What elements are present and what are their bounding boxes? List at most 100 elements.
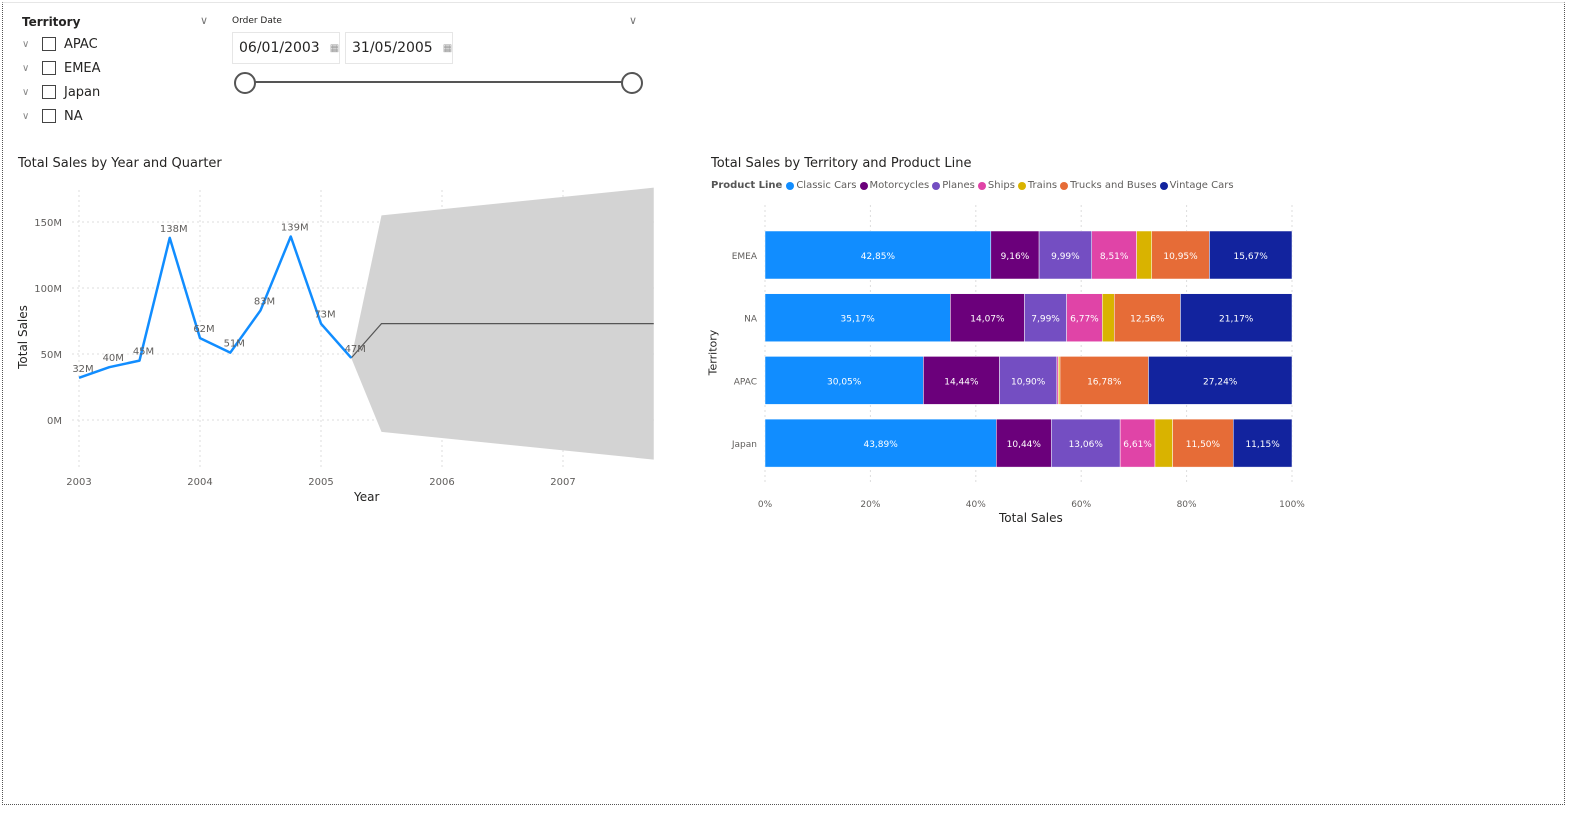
data-label: 73M — [314, 310, 335, 321]
expand-icon[interactable]: ∨ — [22, 110, 30, 122]
y-tick-label: 0M — [47, 416, 62, 427]
line-x-axis-title: Year — [354, 490, 380, 504]
bar-segment — [1091, 230, 1137, 280]
bar-chart-title: Total Sales by Territory and Product Lin… — [711, 156, 972, 171]
legend-item[interactable]: Trains — [1017, 180, 1057, 191]
x-tick-label: 0% — [758, 500, 773, 510]
data-label: 138M — [160, 224, 188, 235]
legend-item[interactable]: Ships — [977, 180, 1015, 191]
item-label: Japan — [64, 84, 101, 100]
checkbox[interactable] — [42, 109, 56, 123]
x-tick-label: 2006 — [429, 477, 454, 488]
bar-segment — [1151, 230, 1210, 280]
bar-segment — [923, 356, 1000, 405]
data-label: 47M — [345, 344, 366, 355]
legend-label: Planes — [942, 180, 975, 191]
calendar-icon[interactable]: ▦ — [329, 42, 340, 54]
bar-segment — [1154, 418, 1173, 468]
data-label: 35,17% — [841, 315, 876, 325]
expand-icon[interactable]: ∨ — [22, 62, 30, 74]
bar-segment — [996, 418, 1052, 468]
territory-item-apac[interactable]: ∨ APAC — [22, 34, 98, 54]
x-tick-label: 2005 — [308, 477, 333, 488]
sales-line — [78, 235, 353, 379]
x-tick-label: 100% — [1279, 500, 1305, 510]
legend-item[interactable]: Motorcycles — [859, 180, 929, 191]
legend-item[interactable]: Vintage Cars — [1159, 180, 1234, 191]
data-label: 51M — [224, 339, 245, 350]
line-chart: 0M 50M 100M 150M 2003 2004 2005 2006 2007 32M 40M 4… — [34, 187, 655, 488]
legend-marker-icon — [1060, 181, 1069, 190]
data-label: 16,78% — [1087, 377, 1122, 387]
bar-segment — [1059, 356, 1149, 405]
territory-item-na[interactable]: ∨ NA — [22, 106, 83, 126]
item-label: NA — [64, 108, 83, 124]
data-label: 139M — [281, 223, 309, 234]
bar-segment — [1038, 230, 1092, 280]
data-label: 10,90% — [1011, 377, 1046, 387]
data-label: 10,95% — [1163, 252, 1198, 262]
data-label: 13,06% — [1069, 440, 1104, 450]
range-start-handle[interactable] — [234, 72, 256, 94]
data-label: 9,16% — [1001, 252, 1030, 262]
date-range-track[interactable] — [244, 81, 632, 83]
chevron-down-icon[interactable]: ∨ — [200, 14, 209, 27]
calendar-icon[interactable]: ▦ — [442, 42, 453, 54]
checkbox[interactable] — [42, 61, 56, 75]
data-label: 12,56% — [1130, 315, 1165, 325]
checkbox[interactable] — [42, 85, 56, 99]
line-y-axis-title: Total Sales — [16, 305, 30, 369]
legend-marker-icon — [1017, 181, 1026, 190]
territory-item-japan[interactable]: ∨ Japan — [22, 82, 100, 102]
y-tick-label: 150M — [34, 218, 62, 229]
end-date-input[interactable]: 31/05/2005 ▦ — [345, 32, 453, 64]
data-label: 14,07% — [970, 315, 1005, 325]
territory-item-emea[interactable]: ∨ EMEA — [22, 58, 101, 78]
legend-marker-icon — [786, 181, 795, 190]
range-end-handle[interactable] — [621, 72, 643, 94]
legend-item[interactable]: Trucks and Buses — [1060, 180, 1157, 191]
y-tick-label: 100M — [34, 284, 62, 295]
checkbox[interactable] — [42, 37, 56, 51]
data-label: 14,44% — [944, 377, 979, 387]
x-tick-label: 2004 — [187, 477, 212, 488]
data-label: 83M — [254, 296, 275, 307]
legend-label: Trucks and Buses — [1070, 180, 1157, 191]
data-label: 27,24% — [1203, 377, 1238, 387]
expand-icon[interactable]: ∨ — [22, 86, 30, 98]
data-label: 10,44% — [1007, 440, 1042, 450]
legend-label: Vintage Cars — [1169, 180, 1234, 191]
bar-segment — [1209, 230, 1293, 280]
bar-segment — [764, 418, 997, 468]
bar-segment — [1148, 356, 1293, 405]
x-tick-label: 40% — [966, 500, 986, 510]
bar-y-axis-title: Territory — [706, 329, 720, 376]
data-label: 32M — [72, 364, 93, 375]
legend-marker-icon — [977, 181, 986, 190]
bar-segment — [1136, 230, 1152, 280]
x-tick-label: 80% — [1177, 500, 1197, 510]
legend-item[interactable]: Planes — [932, 180, 975, 191]
data-label: 8,51% — [1100, 252, 1129, 262]
order-date-title: Order Date — [232, 16, 282, 26]
data-label: 43,89% — [863, 440, 898, 450]
bar-segment — [1024, 293, 1067, 342]
chevron-down-icon[interactable]: ∨ — [629, 14, 638, 27]
bar-segment — [1102, 293, 1115, 342]
item-label: APAC — [64, 36, 98, 52]
data-label: 9,99% — [1051, 252, 1080, 262]
data-label: 11,15% — [1245, 440, 1280, 450]
report-canvas — [2, 2, 1565, 805]
data-label: 42,85% — [861, 252, 896, 262]
start-date-input[interactable]: 06/01/2003 ▦ — [232, 32, 340, 64]
legend-title: Product Line — [711, 180, 783, 191]
x-tick-label: 20% — [860, 500, 880, 510]
expand-icon[interactable]: ∨ — [22, 38, 30, 50]
data-label: 40M — [103, 353, 124, 364]
item-label: EMEA — [64, 60, 101, 76]
x-tick-label: 2007 — [550, 477, 575, 488]
legend-item[interactable]: Classic Cars — [786, 180, 857, 191]
data-label: 6,61% — [1123, 440, 1152, 450]
x-tick-label: 2003 — [66, 477, 91, 488]
data-label: 62M — [193, 324, 214, 335]
